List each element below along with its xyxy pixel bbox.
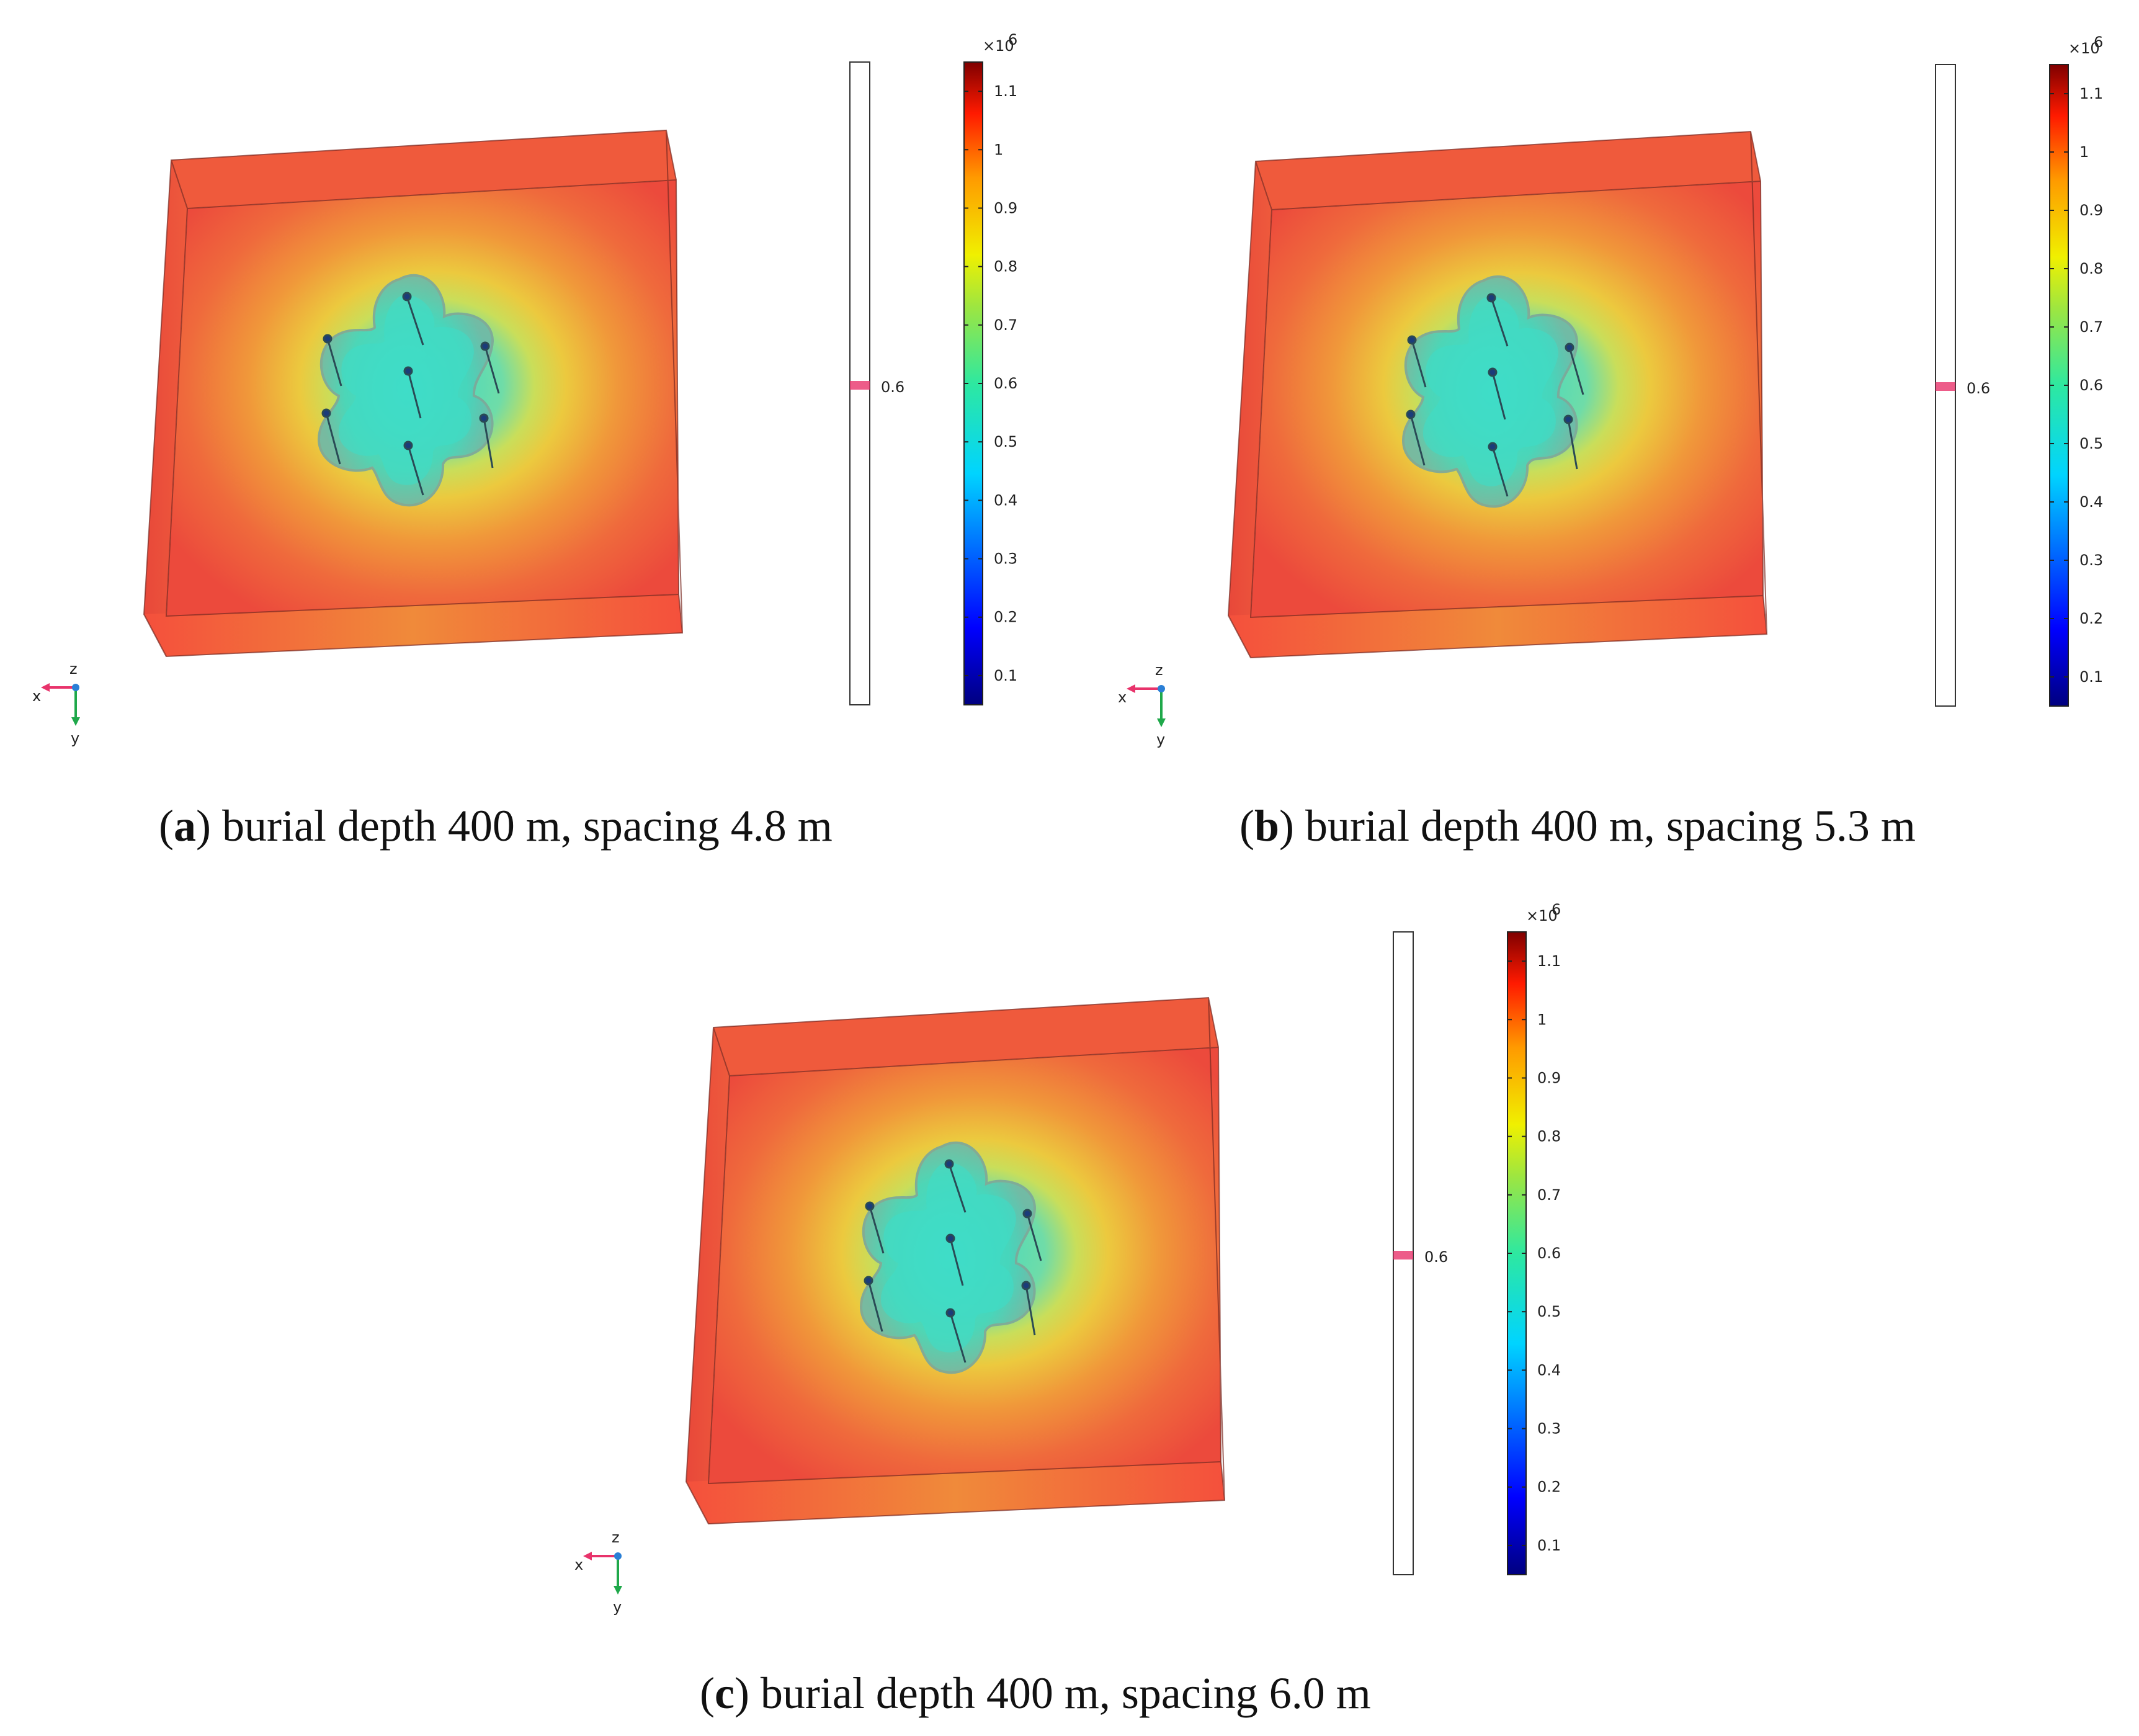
colorbar-exponent-power-c: 6: [1552, 901, 1561, 918]
panel-b: x y z 0.6 0.1 0.2 0.3 0.4 0.5 0.6 0.7 0.8 0.9 1 1.…: [1084, 0, 2139, 868]
colorbar-tick-label: 0.6: [1537, 1245, 1561, 1262]
isosurface-bar-c: 0.6: [1393, 931, 1448, 1575]
caption-letter-a: a: [173, 801, 196, 851]
rock-block-b: [1227, 130, 1768, 659]
isosurface-bar-a: 0.6: [849, 61, 904, 705]
isosurface-marker-label-b: 0.6: [1967, 380, 1990, 397]
rock-block-a: [143, 129, 684, 658]
panel-c: x y z 0.6 0.1 0.2 0.3 0.4 0.5 0.6 0.7 0.8 0.9 1 1.…: [542, 867, 1597, 1736]
caption-text-b: ) burial depth 400 m, spacing 5.3 m: [1279, 801, 1916, 851]
colorbar-exponent-c: ×10: [1526, 907, 1558, 924]
colorbar-tick-label: 0.6: [994, 375, 1017, 392]
colorbar-tick-label: 0.7: [2079, 318, 2103, 336]
colorbar-tick-label: 0.9: [1537, 1069, 1561, 1086]
caption-b: (b) burial depth 400 m, spacing 5.3 m: [1239, 801, 1916, 851]
colorbar-tick-label: 1.1: [2079, 85, 2103, 102]
isosurface-marker-b: [1936, 382, 1955, 391]
colorbar-tick-label: 0.3: [994, 550, 1017, 568]
colorbar-tick-label: 0.4: [994, 491, 1017, 509]
coordinate-axes-b: x y z: [1118, 661, 1167, 748]
colorbar-tick-label: 0.2: [1537, 1479, 1561, 1496]
colorbar-tick-label: 0.3: [1537, 1420, 1561, 1438]
isosurface-bar-b: 0.6: [1935, 64, 1990, 707]
panel-a: x y z 0.6 0.1 0.2 0.3 0.4 0.5 0.6 0.7 0.8 0.9 1 1.…: [0, 0, 1070, 868]
colorbar-tick-label: 0.2: [994, 609, 1017, 626]
colorbar-tick-label: 1: [2079, 143, 2089, 161]
colorbar-tick-label: 0.1: [1537, 1537, 1561, 1554]
colorbar-exponent-b: ×10: [2068, 40, 2100, 57]
colorbar-tick-label: 0.5: [1537, 1303, 1561, 1320]
colorbar-tick-label: 0.9: [2079, 202, 2103, 219]
colorbar-b: 0.1 0.2 0.3 0.4 0.5 0.6 0.7 0.8 0.9 1 1.1 ×10 6: [2049, 34, 2103, 707]
colorbar-tick-label: 0.2: [2079, 610, 2103, 627]
colorbar-tick-label: 0.7: [1537, 1186, 1561, 1204]
coordinate-axes-a: x y z: [32, 660, 81, 747]
colorbar-tick-label: 0.8: [1537, 1128, 1561, 1145]
colorbar-tick-label: 0.1: [2079, 668, 2103, 686]
colorbar-a: 0.1 0.2 0.3 0.4 0.5 0.6 0.7 0.8 0.9 1 1.1 ×10 6: [963, 31, 1017, 705]
colorbar-tick-label: 0.3: [2079, 552, 2103, 569]
caption-a: (a) burial depth 400 m, spacing 4.8 m: [159, 801, 833, 851]
simulation-figure-c: x y z 0.6 0.1 0.2 0.3 0.4 0.5 0.6 0.7 0.8 0.9 1 1.…: [574, 901, 1561, 1616]
caption-letter-b: b: [1254, 801, 1280, 851]
colorbar-tick-label: 0.4: [1537, 1361, 1561, 1379]
colorbar-tick-label: 1: [1537, 1011, 1547, 1028]
axis-y-label-a: y: [71, 730, 79, 747]
colorbar-ticks-a: 0.1 0.2 0.3 0.4 0.5 0.6 0.7 0.8 0.9 1 1.1: [964, 83, 1017, 684]
rock-block-c: [685, 996, 1226, 1525]
axis-x-label-a: x: [32, 687, 41, 705]
axis-y-label-c: y: [613, 1598, 622, 1616]
colorbar-ticks-b: 0.1 0.2 0.3 0.4 0.5 0.6 0.7 0.8 0.9 1 1.1: [2050, 85, 2103, 686]
axis-x-label-c: x: [574, 1556, 583, 1573]
coordinate-axes-c: x y z: [574, 1529, 623, 1616]
axis-z-label-b: z: [1155, 661, 1163, 679]
colorbar-tick-label: 0.1: [994, 667, 1017, 684]
simulation-figure-b: x y z 0.6 0.1 0.2 0.3 0.4 0.5 0.6 0.7 0.8 0.9 1 1.…: [1118, 34, 2103, 748]
caption-c: (c) burial depth 400 m, spacing 6.0 m: [700, 1668, 1371, 1718]
axis-x-label-b: x: [1118, 689, 1127, 706]
colorbar-tick-label: 0.4: [2079, 493, 2103, 511]
colorbar-exponent-power-b: 6: [2094, 34, 2103, 51]
colorbar-tick-label: 0.7: [994, 316, 1017, 334]
colorbar-tick-label: 0.5: [2079, 435, 2103, 452]
isosurface-marker-label-a: 0.6: [881, 378, 904, 396]
colorbar-tick-label: 0.8: [994, 258, 1017, 275]
caption-text-a: ) burial depth 400 m, spacing 4.8 m: [195, 801, 833, 851]
colorbar-c: 0.1 0.2 0.3 0.4 0.5 0.6 0.7 0.8 0.9 1 1.1 ×10 6: [1507, 901, 1561, 1575]
isosurface-marker-a: [850, 381, 870, 390]
colorbar-exponent-a: ×10: [983, 37, 1014, 55]
isosurface-marker-label-c: 0.6: [1424, 1248, 1448, 1266]
colorbar-tick-label: 0.5: [994, 433, 1017, 450]
axis-y-label-b: y: [1156, 731, 1165, 748]
colorbar-tick-label: 0.9: [994, 199, 1017, 217]
colorbar-tick-label: 1.1: [1537, 952, 1561, 970]
caption-text-c: ) burial depth 400 m, spacing 6.0 m: [734, 1668, 1371, 1718]
simulation-figure-a: x y z 0.6 0.1 0.2 0.3 0.4 0.5 0.6 0.7 0.8 0.9 1 1.…: [32, 31, 1017, 747]
colorbar-exponent-power-a: 6: [1008, 31, 1017, 48]
colorbar-tick-label: 1: [994, 141, 1003, 158]
axis-z-label-a: z: [69, 660, 78, 678]
caption-letter-c: c: [714, 1668, 735, 1718]
colorbar-ticks-c: 0.1 0.2 0.3 0.4 0.5 0.6 0.7 0.8 0.9 1 1.1: [1507, 952, 1561, 1554]
isosurface-marker-c: [1393, 1251, 1413, 1259]
colorbar-tick-label: 0.8: [2079, 260, 2103, 277]
axis-z-label-c: z: [612, 1529, 620, 1546]
colorbar-tick-label: 1.1: [994, 83, 1017, 100]
colorbar-tick-label: 0.6: [2079, 377, 2103, 394]
